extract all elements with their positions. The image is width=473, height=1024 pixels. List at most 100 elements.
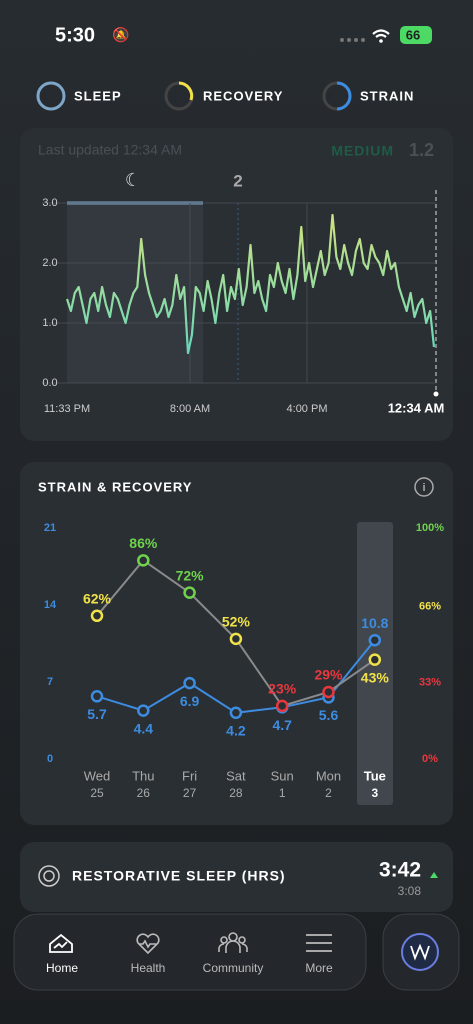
nav-item[interactable]: Health <box>131 961 166 975</box>
recovery-arc <box>178 81 194 101</box>
mute-icon: 🔕 <box>112 27 129 44</box>
value-label: 29% <box>314 667 343 683</box>
value-label: 6.9 <box>180 693 200 709</box>
x-tick-date: 28 <box>229 786 243 800</box>
wifi-dot <box>379 39 383 43</box>
point <box>368 653 382 666</box>
point <box>183 676 196 690</box>
value-label: 4.2 <box>226 723 246 739</box>
y-tick-label: 2.0 <box>42 257 57 269</box>
sleep-ring[interactable] <box>36 81 66 111</box>
value-label: 4.4 <box>134 720 154 736</box>
x-tick-label: 4:00 PM <box>287 403 328 415</box>
value-label: 72% <box>176 567 205 583</box>
tab[interactable]: STRAIN <box>360 88 414 103</box>
point <box>368 633 382 647</box>
level: MEDIUM <box>331 143 394 159</box>
x-tick-label: Fri <box>182 768 197 783</box>
y-tick-label: 0 <box>47 753 53 765</box>
x-tick-label: 8:00 AM <box>170 403 210 415</box>
restorative-baseline: 3:08 <box>398 884 422 898</box>
coach-logo <box>410 943 430 961</box>
point <box>322 685 335 699</box>
y-tick-label: 1.0 <box>42 317 57 329</box>
status-time: 5:30 <box>55 24 95 46</box>
y2-tick-label: 0% <box>422 753 438 765</box>
point <box>90 690 104 703</box>
point <box>137 704 150 717</box>
score: 1.2 <box>409 140 434 160</box>
point <box>90 609 104 623</box>
value-label: 5.7 <box>87 706 107 722</box>
marker: 2 <box>233 171 242 190</box>
more-icon[interactable] <box>306 934 332 952</box>
x-tick-label: Sun <box>271 768 294 783</box>
tabs[interactable]: SLEEP RECOVERY STRAIN <box>36 81 414 111</box>
value-label: 5.6 <box>319 707 339 723</box>
x-tick-label: 11:33 PM <box>44 403 90 415</box>
restorative-card[interactable] <box>20 842 453 912</box>
sr-chart: 0714210%33%66%100%Wed25Thu26Fri27Sat28Su… <box>44 522 444 800</box>
value-label: 43% <box>361 669 390 685</box>
value-label: 62% <box>83 590 112 606</box>
updated: Last updated 12:34 AM <box>38 142 182 158</box>
x-tick-date: 2 <box>325 786 332 800</box>
y-tick-label: 7 <box>47 676 53 688</box>
info-i: i <box>422 482 425 494</box>
nav-item[interactable]: Home <box>46 961 78 975</box>
tab[interactable]: RECOVERY <box>203 88 283 103</box>
battery-level: 66 <box>406 27 420 42</box>
x-tick-date: 25 <box>90 786 104 800</box>
y2-tick-label: 66% <box>419 600 441 612</box>
x-tick-label: 12:34 AM <box>388 400 445 415</box>
community-icon[interactable] <box>218 932 248 953</box>
y2-tick-label: 33% <box>419 677 441 689</box>
nav-bar <box>13 913 367 991</box>
x-tick-date: 3 <box>371 786 378 800</box>
x-tick-date: 27 <box>183 786 197 800</box>
up-arrow <box>430 872 438 878</box>
point <box>229 632 243 646</box>
strain-chart: 0.0 1.0 2.0 3.0 11:33 PM 8:00 AM 4:00 PM 12:34 … <box>42 197 445 415</box>
restorative-value: 3:42 <box>379 859 421 882</box>
now-dot <box>433 391 439 397</box>
nav-item[interactable]: Community <box>203 961 264 975</box>
x-tick-date: 26 <box>137 786 151 800</box>
y-tick-label: 0.0 <box>42 377 57 389</box>
x-tick-label: Mon <box>316 768 341 783</box>
value-label: 4.7 <box>272 717 292 733</box>
point <box>137 554 150 567</box>
point <box>275 699 289 713</box>
restorative-title: RESTORATIVE SLEEP (HRS) <box>72 868 286 884</box>
value-label: 23% <box>268 681 297 697</box>
y-tick-label: 3.0 <box>42 197 57 209</box>
strain-arc <box>336 81 352 111</box>
wifi <box>372 29 390 38</box>
x-tick-label: Sat <box>226 768 246 783</box>
signal <box>340 38 365 42</box>
x-tick-date: 1 <box>279 786 286 800</box>
point <box>229 706 243 720</box>
strain-line <box>65 213 436 355</box>
x-tick-label: Wed <box>84 768 111 783</box>
coach-button[interactable] <box>401 933 439 971</box>
moon: ☾ <box>125 170 141 190</box>
y2-tick-label: 100% <box>416 522 444 534</box>
x-tick-label: Tue <box>364 768 386 783</box>
info-icon[interactable] <box>414 477 434 497</box>
y-tick-label: 21 <box>44 522 56 534</box>
x-tick-label: Thu <box>132 768 154 783</box>
nav-item[interactable]: More <box>305 961 333 975</box>
restorative-icon <box>38 865 60 887</box>
point <box>183 586 196 599</box>
home-icon[interactable] <box>49 933 73 953</box>
battery <box>400 26 432 44</box>
tab[interactable]: SLEEP <box>74 88 122 103</box>
value-label: 86% <box>129 535 158 551</box>
sr-title: STRAIN & RECOVERY <box>38 479 192 494</box>
health-icon[interactable] <box>136 933 160 955</box>
y-tick-label: 14 <box>44 599 57 611</box>
restorative-icon-inner <box>43 870 55 882</box>
